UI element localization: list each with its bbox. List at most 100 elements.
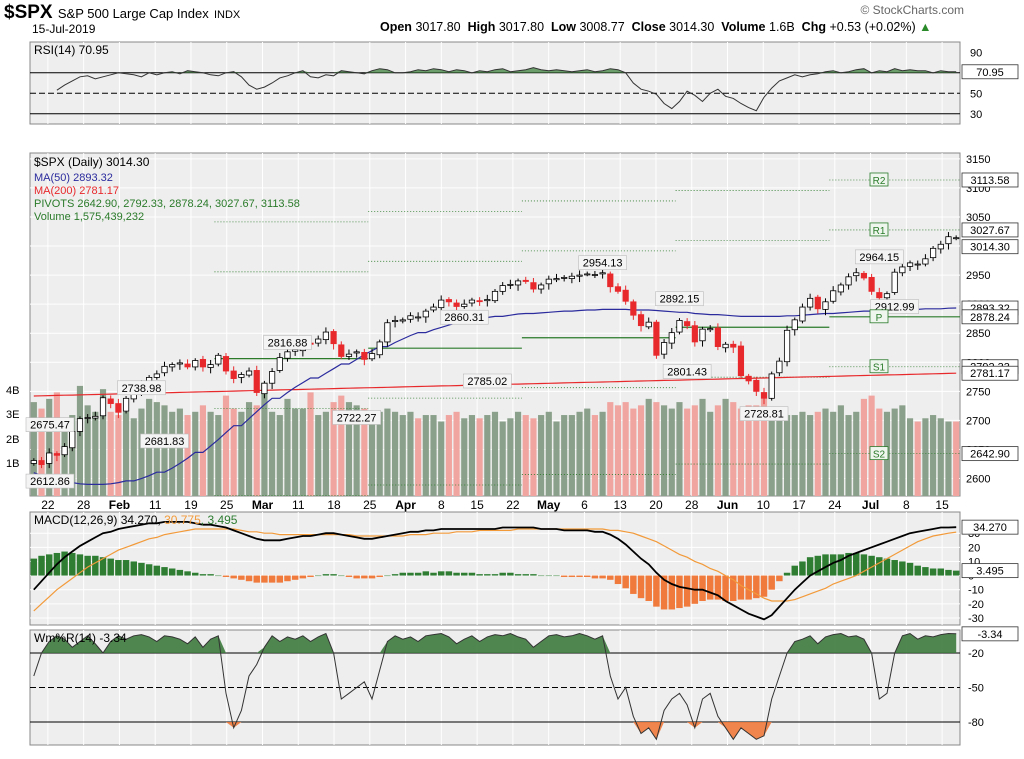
volume-bar xyxy=(184,415,191,496)
candle-body xyxy=(576,274,583,277)
volume-bar xyxy=(384,408,391,496)
candle-body xyxy=(783,329,791,363)
volume-bar xyxy=(776,411,783,496)
macd-hist-bar xyxy=(799,561,806,576)
candle-body xyxy=(430,306,437,311)
macd-label: MACD(12,26,9) 34.270, xyxy=(34,513,164,527)
volume-bar xyxy=(783,415,791,496)
macd-hist-bar xyxy=(514,574,522,576)
macd-hist-bar xyxy=(61,551,68,576)
macd-hist-bar xyxy=(560,575,568,577)
candle-body xyxy=(61,446,68,456)
x-tick-label: Jun xyxy=(717,498,738,512)
candle-body xyxy=(122,397,130,412)
price-tick-label: 2850 xyxy=(966,328,990,340)
macd-hist-value-tag-box xyxy=(961,563,1019,579)
macd-hist-bar xyxy=(184,571,191,576)
macd-hist-bar xyxy=(99,557,107,576)
candle-body xyxy=(161,365,168,374)
price-value-tag-box xyxy=(961,309,1019,325)
candle-body xyxy=(584,273,591,276)
volume-bar xyxy=(107,411,114,496)
macd-hist-bar xyxy=(522,574,529,576)
macd-hist-bar xyxy=(822,554,829,576)
annotation-box xyxy=(140,433,189,449)
candle-body xyxy=(614,286,622,292)
candle-body xyxy=(107,398,114,404)
candle-body xyxy=(930,247,937,259)
pivot-label-box xyxy=(869,446,889,461)
x-tick-label: 22 xyxy=(506,498,520,512)
candle-body xyxy=(684,321,691,327)
signal-label: 30.775 xyxy=(164,513,201,527)
chg-value: +0.53 (+0.02%) xyxy=(829,20,916,34)
volume-bar xyxy=(445,415,452,496)
volume-bar xyxy=(307,392,314,496)
price-annotation: 2728.81 xyxy=(744,409,784,421)
macd-tick-label: 20 xyxy=(968,542,980,554)
macd-hist-bar xyxy=(645,575,652,601)
annotation-box xyxy=(854,249,904,265)
macd-value-tag: 34.270 xyxy=(961,519,1019,535)
candle-body xyxy=(553,278,560,281)
volume-bar xyxy=(614,405,622,496)
macd-hist-bar xyxy=(876,557,883,576)
volume-bar xyxy=(199,405,207,496)
candle-body xyxy=(491,290,499,302)
macd-hist-bar xyxy=(153,565,161,576)
volume-bar xyxy=(522,415,529,496)
low-label: Low xyxy=(550,20,576,34)
candle-body xyxy=(30,460,37,464)
volume-bar xyxy=(491,411,499,496)
macd-hist-bar xyxy=(499,572,506,576)
candle-body xyxy=(192,360,199,368)
volume-scale-label: 3E xyxy=(6,409,19,421)
x-tick-label: 15 xyxy=(470,498,484,512)
price-value-tag-text: 2878.24 xyxy=(970,312,1010,324)
macd-hist-bar xyxy=(537,575,545,577)
volume-bar xyxy=(645,398,652,496)
wr-title: Wm%R(14) -3.34 xyxy=(34,631,127,645)
macd-hist-bar xyxy=(291,575,299,580)
macd-hist-bar xyxy=(683,575,691,607)
macd-hist-bar xyxy=(361,575,368,579)
candle-body xyxy=(399,319,406,322)
macd-hist-bar xyxy=(868,555,875,576)
macd-hist-bar xyxy=(445,571,453,576)
macd-hist-bar xyxy=(461,572,468,576)
x-tick-label: 6 xyxy=(581,498,588,512)
wr-line xyxy=(33,632,957,741)
price-value-tag: 3113.58 xyxy=(961,172,1019,188)
candle-body xyxy=(445,299,452,303)
x-tick-label: 8 xyxy=(903,498,910,512)
macd-hist-bar xyxy=(714,575,722,600)
candle-body xyxy=(568,275,575,279)
candle-body xyxy=(92,415,99,419)
x-tick-label: 24 xyxy=(828,498,842,512)
price-annotation: 2681.83 xyxy=(145,436,185,448)
volume-bar xyxy=(860,398,867,496)
annotation-box xyxy=(662,364,712,379)
volume-bar xyxy=(368,418,376,496)
macd-hist-bar xyxy=(284,575,291,582)
volume-bar xyxy=(330,402,337,496)
macd-hist-bar xyxy=(322,574,330,576)
macd-hist-bar xyxy=(399,572,406,576)
macd-hist-bar xyxy=(30,558,38,576)
volume-bar xyxy=(161,405,168,496)
x-tick-label: 25 xyxy=(363,498,377,512)
candle-body xyxy=(345,353,353,357)
rsi-tick-label: 90 xyxy=(970,47,982,59)
macd-tick-label: -30 xyxy=(968,613,984,625)
volume-bar xyxy=(514,411,522,496)
annotation-box xyxy=(332,410,381,425)
candle-body xyxy=(653,321,660,356)
macd-hist-bar xyxy=(122,560,130,576)
candle-body xyxy=(415,316,422,319)
volume-bar xyxy=(123,411,130,496)
x-tick-label: 22 xyxy=(41,498,55,512)
price-value-tag: 2642.90 xyxy=(961,446,1019,462)
macd-hist-bar xyxy=(38,555,45,576)
volume-bar xyxy=(322,411,329,496)
